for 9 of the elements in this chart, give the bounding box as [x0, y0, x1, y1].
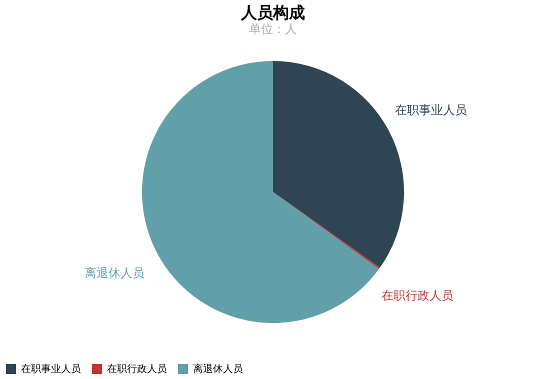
pie-slice	[273, 192, 380, 269]
slice-label: 在职事业人员	[395, 103, 468, 118]
slice-label: 在职行政人员	[382, 288, 454, 303]
legend-label: 离退休人员	[193, 363, 243, 375]
legend-label: 在职行政人员	[107, 363, 167, 375]
chart-subtitle: 单位：人	[249, 22, 297, 36]
legend-label: 在职事业人员	[21, 363, 81, 375]
slice-label: 离退休人员	[84, 266, 144, 280]
chart-title: 人员构成	[240, 3, 305, 22]
